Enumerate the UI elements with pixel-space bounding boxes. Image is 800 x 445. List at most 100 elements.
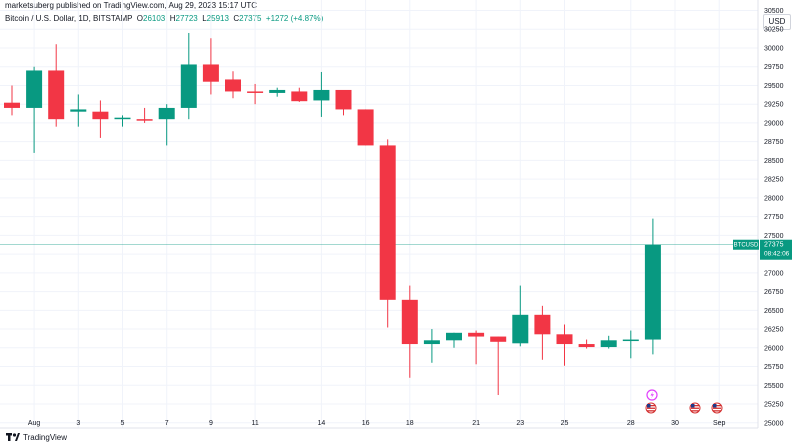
ohlc-close: C27375: [233, 14, 262, 23]
price-tag-ticker: BTCUSD: [734, 243, 759, 249]
us-flag-event-icon[interactable]: [711, 402, 723, 414]
time-tick-label: 9: [209, 420, 213, 427]
candle-up[interactable]: [600, 335, 617, 349]
candle-body: [379, 145, 396, 300]
price-tick-label: 25250: [764, 402, 784, 409]
candle-up[interactable]: [622, 330, 639, 359]
candle-body: [578, 344, 595, 348]
us-flag-event-icon[interactable]: [645, 402, 657, 414]
time-tick-label: 3: [76, 420, 80, 427]
candle-up[interactable]: [114, 115, 131, 127]
candle-up[interactable]: [269, 87, 286, 97]
time-tick-label: 5: [121, 420, 125, 427]
price-tick-label: 28750: [764, 139, 784, 146]
price-tick-label: 26750: [764, 289, 784, 296]
ohlc-low: L25913: [202, 14, 229, 23]
time-tick-label: 18: [406, 420, 414, 427]
price-tick-label: 28000: [764, 195, 784, 202]
time-tick-label: 30: [671, 420, 679, 427]
price-tick-label: 26500: [764, 308, 784, 315]
candle-body: [490, 336, 507, 342]
candle-up[interactable]: [644, 218, 661, 355]
time-tick-label: 28: [627, 420, 635, 427]
candle-up[interactable]: [446, 332, 462, 348]
candle-up[interactable]: [512, 285, 529, 347]
time-axis-labels: Aug 3 5 7 9 11 14 16 18 21 23 25 28 30 Sep: [28, 420, 726, 427]
price-tag-countdown: 08:42:06: [764, 251, 790, 258]
candle-down[interactable]: [534, 305, 551, 360]
flash-event-icon[interactable]: [646, 389, 658, 401]
candle-down[interactable]: [92, 100, 109, 138]
candle-body: [4, 102, 20, 108]
candle-body: [622, 339, 639, 342]
candle-down[interactable]: [247, 83, 264, 105]
candle-body: [335, 89, 352, 110]
price-tick-label: 29250: [764, 102, 784, 109]
candle-down[interactable]: [556, 324, 573, 366]
grid-lines: [0, 0, 758, 428]
candle-body: [136, 119, 153, 121]
time-tick-label: 16: [362, 420, 370, 427]
candle-down[interactable]: [335, 89, 352, 116]
candle-down[interactable]: [225, 71, 241, 99]
candle-body: [446, 332, 462, 341]
tradingview-brand: TradingView: [23, 433, 68, 442]
tradingview-logo-icon: [6, 433, 20, 441]
candle-body: [534, 314, 551, 335]
time-tick-label: Sep: [713, 420, 726, 427]
candle-body: [247, 91, 264, 93]
price-tick-label: 30000: [764, 45, 784, 52]
price-tick-label: 26000: [764, 345, 784, 352]
candle-down[interactable]: [401, 285, 418, 378]
price-tick-label: 27500: [764, 233, 784, 240]
price-tick-label: 29750: [764, 64, 784, 71]
candle-body: [180, 64, 197, 108]
candle-down[interactable]: [468, 330, 485, 365]
time-tick-label: 21: [472, 420, 480, 427]
time-tick-label: 11: [251, 420, 258, 427]
candle-down[interactable]: [490, 336, 507, 396]
candle-body: [313, 89, 330, 101]
candle-body: [512, 314, 529, 344]
time-tick-label: 23: [516, 420, 524, 427]
price-tag: BTCUSD 27375 08:42:06: [733, 239, 792, 260]
candle-up[interactable]: [423, 329, 440, 363]
candle-down[interactable]: [48, 44, 65, 127]
candle-down[interactable]: [202, 38, 219, 95]
candle-body: [556, 334, 573, 345]
candle-up[interactable]: [180, 32, 197, 120]
candles: [4, 32, 661, 396]
symbol-name: Bitcoin / U.S. Dollar, 1D, BITSTAMP: [5, 14, 133, 23]
candle-body: [291, 91, 308, 102]
candle-down[interactable]: [136, 107, 153, 123]
candle-down[interactable]: [379, 139, 396, 328]
us-flag-event-icon[interactable]: [689, 402, 701, 414]
candle-body: [48, 70, 65, 120]
price-tick-label: 27750: [764, 214, 784, 221]
candle-up[interactable]: [313, 71, 330, 117]
candle-up[interactable]: [26, 66, 43, 153]
candle-up[interactable]: [158, 104, 175, 146]
price-tick-label: 30500: [764, 8, 784, 15]
candle-down[interactable]: [4, 85, 20, 116]
price-tick-label: 25750: [764, 364, 784, 371]
event-icons: [645, 389, 723, 414]
candle-up[interactable]: [70, 94, 87, 127]
candle-down[interactable]: [357, 109, 374, 146]
price-tick-label: 27000: [764, 270, 784, 277]
candle-down[interactable]: [291, 87, 308, 102]
price-tick-label: 26250: [764, 327, 784, 334]
price-tick-label: 25500: [764, 383, 784, 390]
candle-body: [269, 89, 286, 93]
price-tick-label: 25000: [764, 420, 784, 427]
price-tick-label: 30250: [764, 27, 784, 34]
candle-body: [357, 109, 374, 146]
currency-button[interactable]: USD: [763, 14, 791, 30]
symbol-info-line: Bitcoin / U.S. Dollar, 1D, BITSTAMP O261…: [5, 14, 323, 23]
candle-body: [202, 64, 219, 82]
candle-down[interactable]: [578, 339, 595, 349]
time-tick-label: 7: [165, 420, 169, 427]
price-tick-label: 29000: [764, 120, 784, 127]
candle-body: [26, 70, 43, 108]
